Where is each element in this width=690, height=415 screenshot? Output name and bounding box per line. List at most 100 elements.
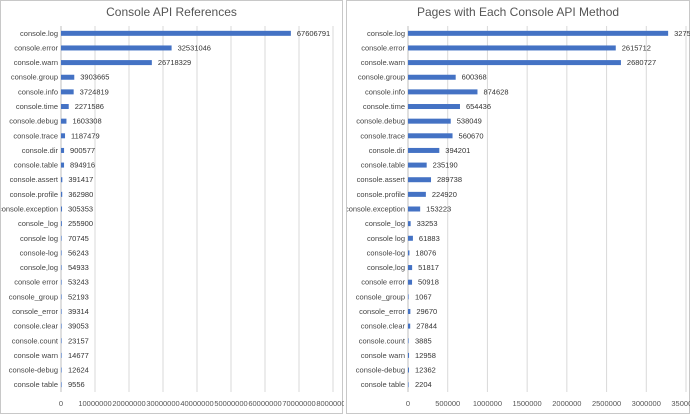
data-label: 153223: [426, 205, 451, 214]
category-label: console.table: [361, 161, 405, 170]
data-label: 27844: [416, 322, 437, 331]
category-label: console.trace: [360, 131, 405, 140]
x-tick-label: 1500000: [513, 399, 542, 408]
chart-pages: 0 500000 1000000 1500000 2000000 2500000 30000…: [347, 26, 690, 408]
bar: [408, 294, 409, 300]
category-label: console.table: [14, 161, 58, 170]
bar: [408, 89, 478, 95]
bar: [61, 279, 62, 285]
bar: [61, 60, 152, 66]
bar: [408, 162, 427, 168]
data-label: 654436: [466, 102, 491, 111]
data-label: 23157: [68, 336, 89, 345]
data-label: 3903665: [80, 73, 109, 82]
x-tick-label: 20000000: [112, 399, 145, 408]
category-label: console table: [14, 380, 58, 389]
data-label: 52193: [68, 292, 89, 301]
x-tick-label: 1000000: [473, 399, 502, 408]
bar: [61, 308, 62, 314]
data-label: 3724819: [80, 87, 109, 96]
bar: [408, 104, 460, 110]
bar: [408, 235, 413, 241]
data-label: 29670: [416, 307, 437, 316]
category-label: console.clear: [14, 322, 59, 331]
category-label: console.log: [367, 29, 405, 38]
category-label: console-debug: [9, 366, 58, 375]
bar: [61, 352, 62, 358]
bar: [408, 147, 440, 153]
category-label: console.error: [361, 43, 405, 52]
bar: [61, 104, 69, 110]
category-label: console-debug: [356, 366, 405, 375]
x-tick-label: 60000000: [248, 399, 281, 408]
bar: [408, 191, 426, 197]
data-label: 9556: [68, 380, 85, 389]
x-tick-label: 70000000: [282, 399, 315, 408]
category-label: console error: [14, 278, 58, 287]
data-label: 224920: [432, 190, 457, 199]
bar: [61, 133, 66, 139]
category-label: console.debug: [9, 117, 58, 126]
category-label: console.exception: [347, 205, 405, 214]
category-label: console.count: [359, 336, 406, 345]
x-tick-label: 40000000: [180, 399, 213, 408]
category-label: console error: [361, 278, 405, 287]
data-label: 67606791: [297, 29, 330, 38]
bar: [408, 265, 413, 271]
category-label: console warn: [14, 351, 58, 360]
bar: [61, 45, 172, 51]
bar: [408, 338, 409, 344]
data-label: 600368: [462, 73, 487, 82]
bar: [408, 30, 669, 36]
x-tick-label: 10000000: [78, 399, 111, 408]
category-label: console.exception: [1, 205, 58, 214]
category-label: console_error: [359, 307, 405, 316]
bar: [408, 133, 453, 139]
bar: [61, 191, 63, 197]
x-tick-label: 50000000: [214, 399, 247, 408]
category-label: console-log: [367, 248, 405, 257]
data-label: 18076: [415, 248, 436, 257]
data-label: 305353: [68, 205, 93, 214]
data-label: 394201: [445, 146, 470, 155]
data-label: 1067: [415, 292, 432, 301]
bar: [61, 74, 75, 80]
bar: [61, 250, 62, 256]
chart-title: Pages with Each Console API Method: [416, 5, 620, 19]
data-label: 2615712: [622, 43, 651, 52]
category-label: console_log: [18, 219, 58, 228]
data-label: 362980: [68, 190, 93, 199]
category-label: console log: [367, 234, 405, 243]
bar: [408, 74, 456, 80]
x-tick-label: 0: [406, 399, 410, 408]
x-tick-label: 2000000: [552, 399, 581, 408]
bar: [408, 60, 621, 66]
bar: [61, 162, 65, 168]
category-label: console.info: [365, 87, 405, 96]
category-label: console.profile: [357, 190, 405, 199]
chart-references: 0 10000000 20000000 30000000 40000000 5000000…: [1, 26, 344, 408]
data-label: 289738: [437, 175, 462, 184]
category-label: console table: [361, 380, 405, 389]
category-label: console-log: [20, 248, 58, 257]
data-label: 56243: [68, 248, 89, 257]
category-label: console warn: [361, 351, 405, 360]
data-label: 70745: [68, 234, 89, 243]
chart-title: Console API References: [106, 5, 237, 19]
bar: [408, 308, 411, 314]
bar: [408, 177, 432, 183]
bar: [61, 177, 63, 183]
data-label: 2680727: [627, 58, 656, 67]
bar: [61, 235, 62, 241]
bar: [61, 30, 291, 36]
bar: [61, 323, 62, 329]
category-label: console,log: [20, 263, 58, 272]
data-label: 560670: [459, 131, 484, 140]
category-label: console.group: [358, 73, 405, 82]
bar: [408, 323, 411, 329]
data-label: 26718329: [158, 58, 191, 67]
data-label: 874628: [483, 87, 508, 96]
x-tick-label: 30000000: [146, 399, 179, 408]
category-label: console.profile: [10, 190, 58, 199]
data-label: 391417: [68, 175, 93, 184]
